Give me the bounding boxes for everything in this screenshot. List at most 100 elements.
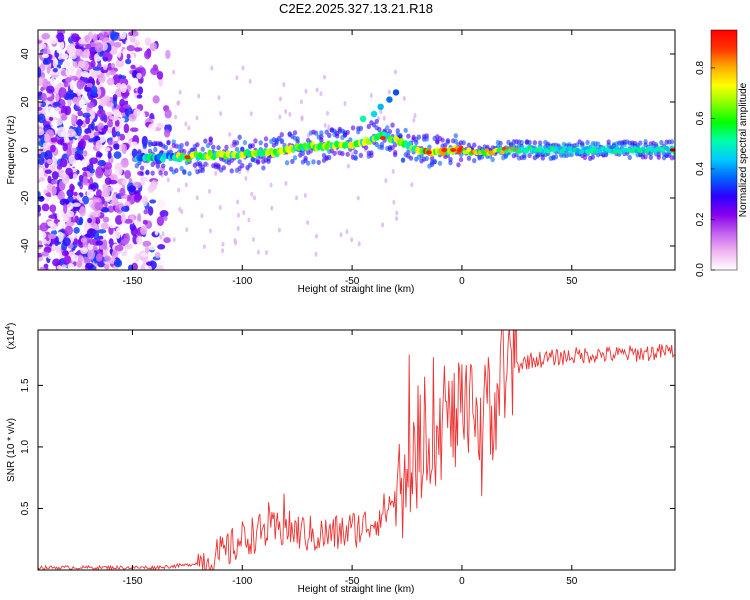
noise-blob	[149, 199, 157, 204]
noise-blob	[99, 98, 108, 107]
ridge-halo	[216, 163, 221, 169]
ridge-halo	[240, 146, 245, 152]
noise-blob	[110, 63, 116, 68]
ridge-halo	[311, 159, 316, 165]
noise-dot	[392, 199, 396, 205]
x-tick-label: -150	[122, 576, 142, 587]
noise-blob	[59, 138, 65, 146]
noise-dot	[250, 191, 254, 197]
noise-blob	[50, 144, 56, 153]
ridge-halo	[332, 150, 337, 156]
ridge-halo	[569, 152, 574, 158]
noise-blob	[41, 53, 49, 59]
ridge-halo	[142, 143, 147, 150]
noise-blob	[134, 220, 142, 227]
spectrogram-x-axis-label: Height of straight line (km)	[298, 284, 415, 295]
ridge-halo	[234, 146, 240, 152]
noise-blob	[142, 219, 148, 225]
noise-blob	[114, 244, 124, 252]
ridge-halo	[216, 145, 221, 151]
side-feature	[386, 96, 393, 103]
noise-blob	[66, 44, 76, 55]
noise-blob	[41, 203, 50, 212]
ridge-halo	[348, 137, 353, 143]
noise-blob	[105, 111, 113, 116]
noise-blob	[97, 229, 107, 234]
noise-dot	[278, 114, 282, 120]
x-tick-label: -100	[232, 576, 252, 587]
noise-dot	[270, 205, 274, 211]
noise-dot	[343, 101, 347, 107]
noise-dot	[402, 95, 406, 101]
noise-blob	[66, 128, 76, 138]
ridge-halo	[466, 155, 472, 161]
ridge-halo	[166, 139, 171, 146]
stable-band	[505, 145, 675, 155]
noise-blob	[86, 142, 92, 151]
noise-blob	[39, 266, 46, 270]
x-tick-label: 50	[566, 276, 578, 287]
ridge-halo	[353, 155, 358, 161]
x-tick-label: -100	[232, 276, 252, 287]
noise-blob	[130, 64, 136, 70]
noise-blob	[121, 205, 130, 212]
ridge-halo	[316, 159, 321, 166]
noise-blob	[82, 134, 91, 141]
noise-blob	[127, 194, 132, 201]
hot-spot	[456, 148, 463, 152]
ridge-halo	[659, 139, 664, 146]
noise-dot	[381, 222, 385, 228]
colorbar	[710, 29, 738, 271]
noise-blob	[134, 253, 140, 262]
noise-blob	[77, 60, 86, 69]
noise-blob	[139, 176, 148, 182]
colorbar-ticks: 0.0 0.2 0.4 0.6 0.8	[695, 61, 715, 277]
noise-blob	[74, 215, 80, 223]
noise-blob	[115, 227, 125, 233]
noise-blob	[80, 71, 89, 78]
noise-dot	[233, 238, 237, 244]
ridge-halo	[292, 155, 298, 161]
noise-blob	[96, 108, 106, 118]
noise-blob	[67, 221, 75, 227]
ridge-halo	[203, 161, 208, 167]
noise-blob	[51, 186, 57, 195]
noise-blob	[90, 60, 96, 68]
noise-blob	[120, 212, 126, 224]
noise-dot	[248, 78, 252, 84]
noise-dot	[252, 195, 256, 201]
noise-blob	[65, 167, 73, 176]
noise-blob	[139, 180, 146, 186]
ridge-halo	[424, 155, 429, 162]
colorbar-tick-label: 0.2	[695, 212, 706, 226]
noise-dot	[178, 206, 182, 212]
noise-blob	[56, 164, 63, 170]
noise-dot	[166, 177, 170, 183]
ridge-halo	[279, 137, 285, 144]
noise-dot	[177, 187, 181, 193]
noise-dot	[387, 89, 391, 95]
noise-blob	[72, 173, 78, 180]
ridge-halo	[242, 139, 248, 146]
ridge-halo	[458, 157, 464, 163]
noise-dot	[187, 125, 191, 131]
ridge-halo	[656, 154, 661, 160]
ridge-halo	[648, 154, 654, 161]
noise-dot	[295, 195, 299, 201]
noise-blob	[84, 86, 92, 92]
noise-dot	[200, 213, 204, 219]
noise-blob	[128, 113, 137, 122]
noise-blob	[126, 85, 132, 92]
noise-dot	[395, 216, 399, 222]
noise-blob	[57, 190, 65, 201]
noise-blob	[157, 244, 166, 250]
noise-blob	[75, 48, 83, 57]
noise-dot	[269, 182, 273, 188]
ridge-halo	[211, 144, 216, 150]
noise-blob	[82, 167, 90, 172]
noise-dot	[412, 117, 416, 123]
noise-dot	[208, 228, 212, 234]
noise-blob	[70, 33, 80, 43]
ridge-halo	[408, 155, 414, 161]
noise-blob	[103, 124, 109, 129]
